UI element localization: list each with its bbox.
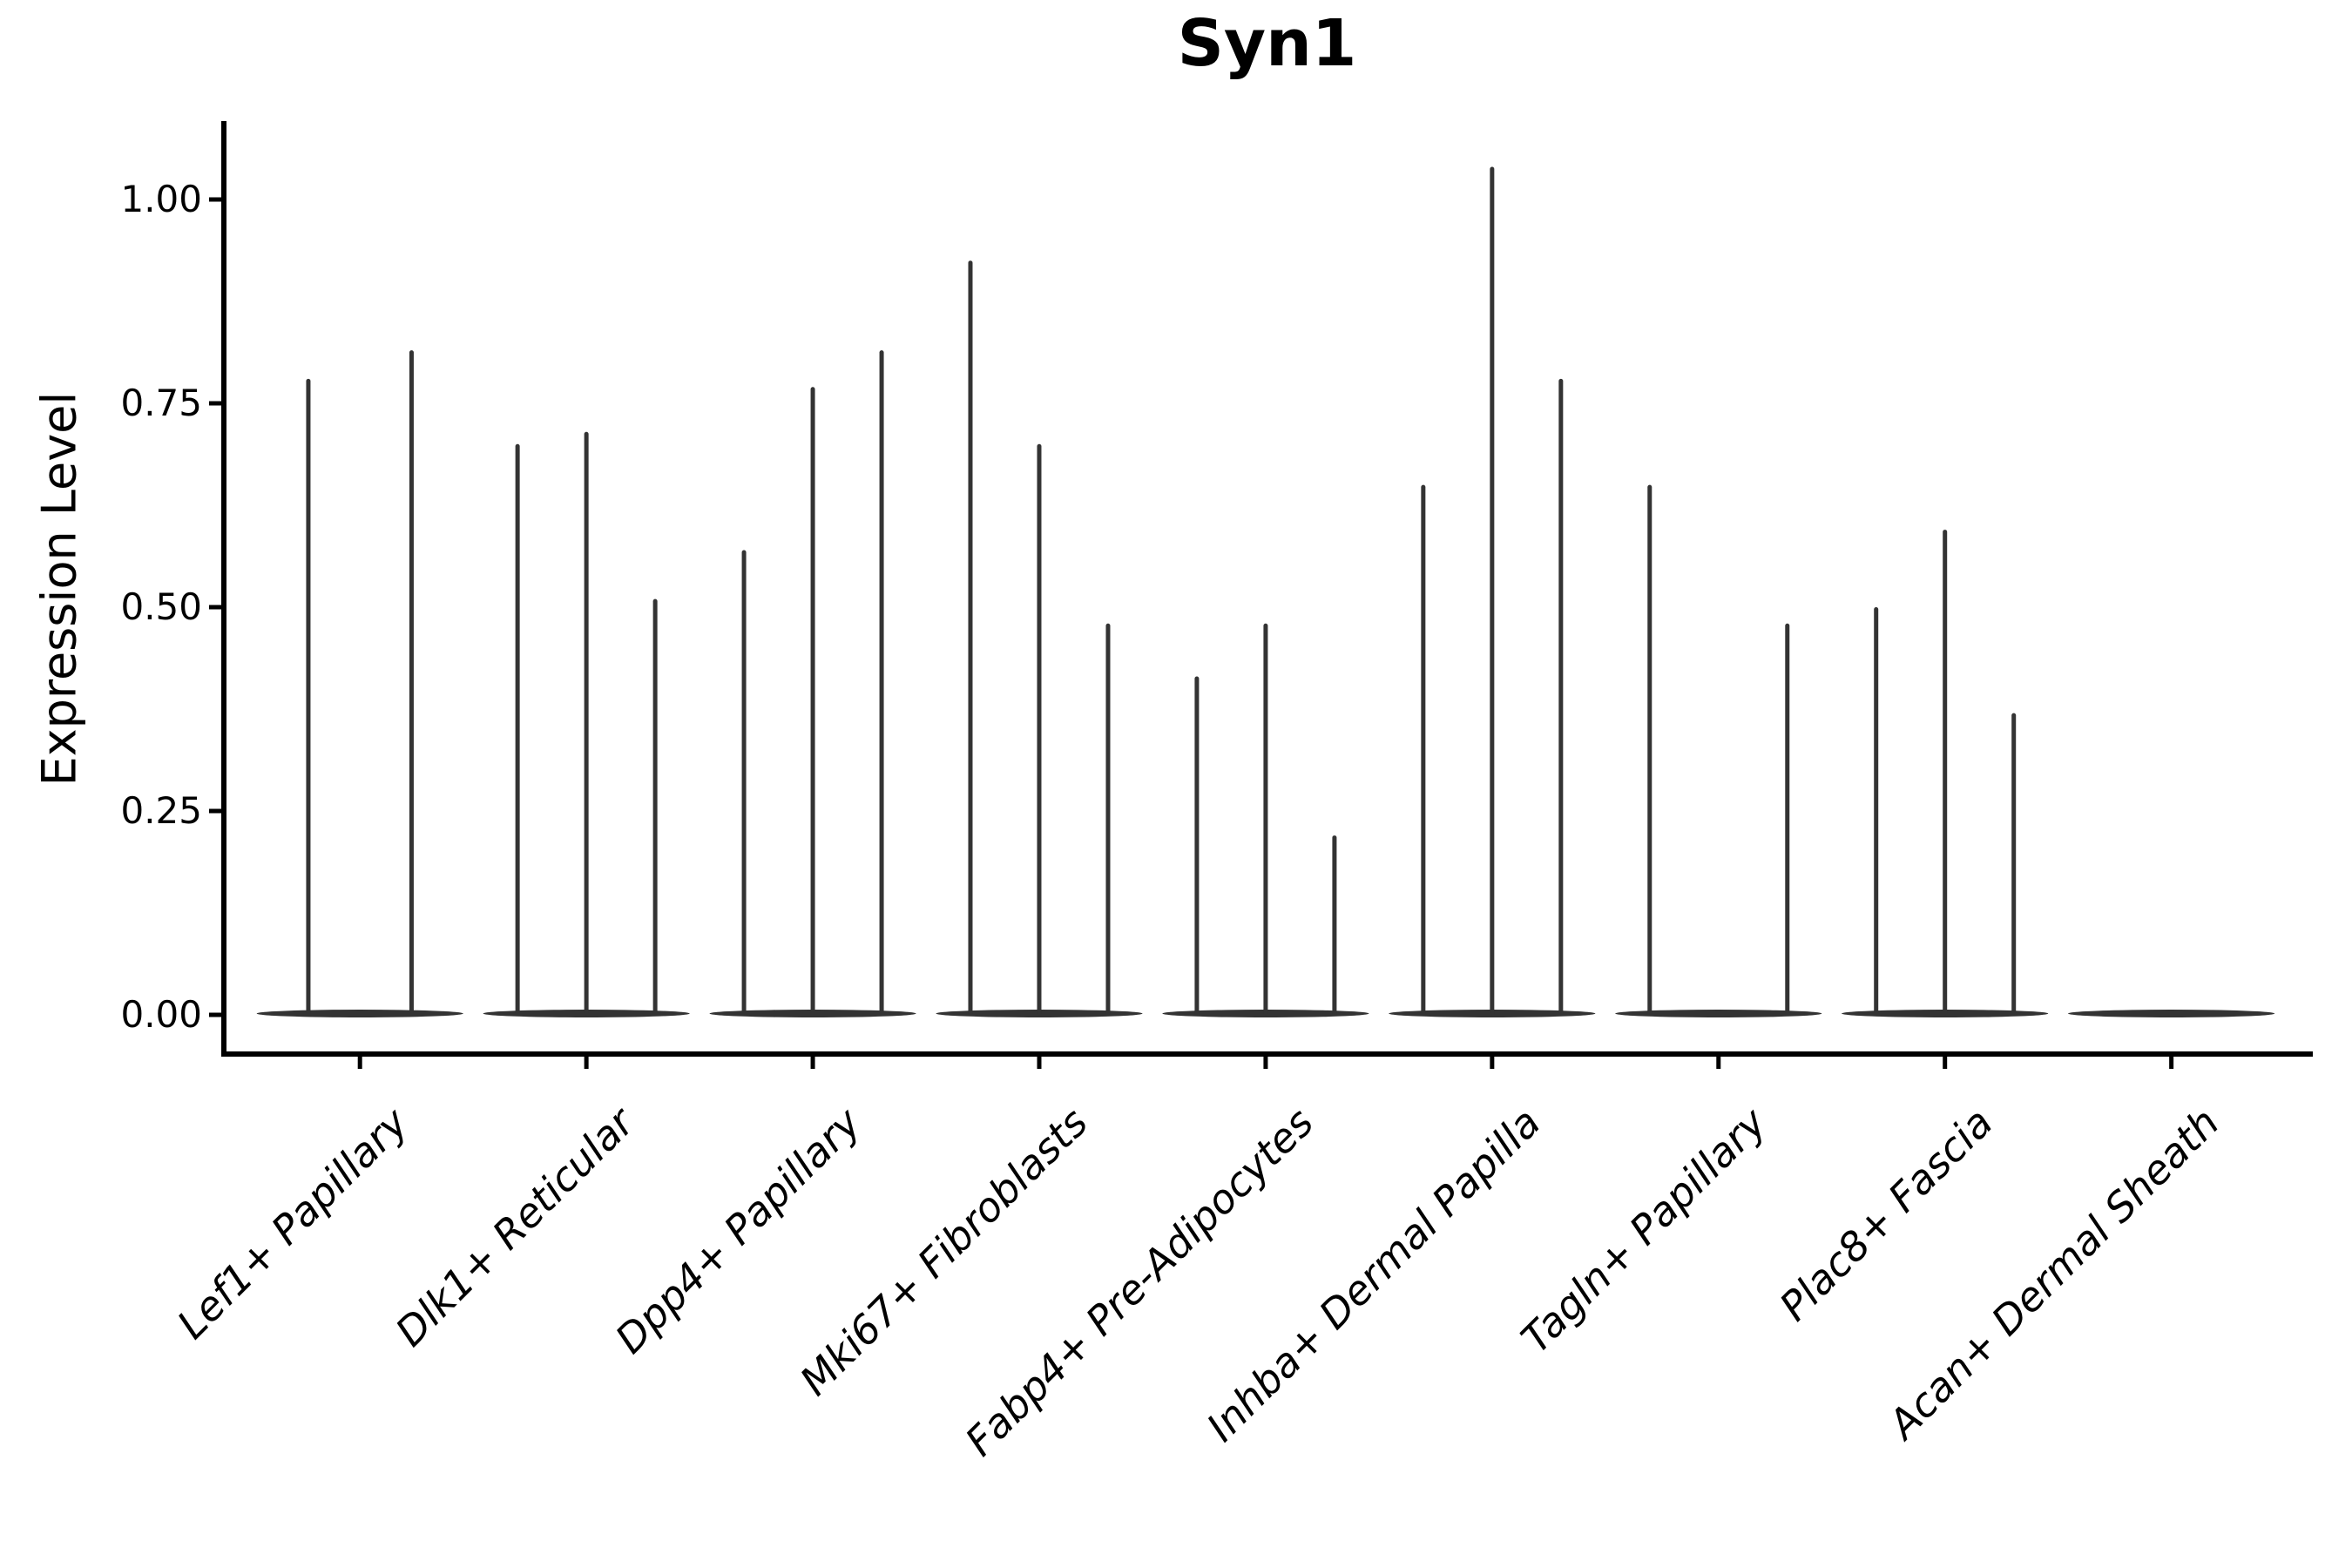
violin-base	[256, 1010, 463, 1017]
violin-base	[1615, 1010, 1822, 1017]
violin-base	[2068, 1010, 2275, 1017]
axis-spines	[221, 121, 2313, 1057]
chart-title: Syn1	[1177, 6, 1357, 81]
